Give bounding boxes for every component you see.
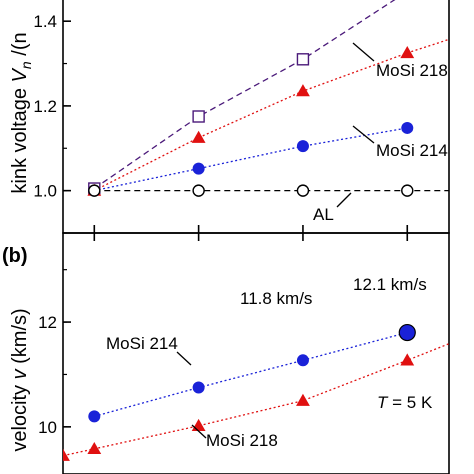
data-point-b-0-3 — [398, 323, 416, 342]
panel-a: 1.0 1.2 1.4 kink voltage Vn /(n MoSi 218 M… — [9, 0, 450, 234]
panel-a-y-axis-title-subscript: n — [18, 61, 34, 69]
series-group-b — [63, 323, 449, 461]
data-point-a-2-3 — [401, 121, 414, 134]
data-point-b-0-0 — [88, 410, 101, 423]
panel-b-axes — [62, 232, 450, 474]
panel-a-y-axis-title-rest: /(n — [9, 32, 31, 61]
panel-b-y-axis-title-symbol: v — [9, 368, 31, 379]
data-point-a-3-2 — [296, 184, 310, 197]
data-point-a-0-2 — [296, 53, 310, 66]
series-line-b-0 — [94, 331, 408, 417]
annotation-b-mosi-218: MoSi 218 — [206, 431, 278, 450]
annotation-b-mosi-214: MoSi 214 — [106, 334, 178, 353]
y-tick-label-b-1: 12 — [38, 313, 57, 332]
data-point-a-3-0 — [88, 184, 101, 197]
panel-b-series — [63, 323, 449, 461]
data-point-b-1-1 — [87, 441, 102, 455]
annotation-b-118: 11.8 km/s — [240, 289, 312, 308]
annotation-a-mosi-218: MoSi 218 — [376, 61, 448, 80]
y-tick-label-a-1: 1.2 — [33, 97, 57, 116]
data-point-a-2-2 — [296, 140, 309, 153]
data-point-a-1-3 — [400, 46, 415, 59]
data-point-b-0-1 — [192, 381, 205, 394]
data-point-a-1-2 — [296, 84, 310, 97]
series-group-a — [87, 0, 449, 197]
panel-a-y-axis-title-main: kink voltage — [9, 82, 31, 193]
plot-frame-b — [62, 232, 450, 474]
data-point-a-3-1 — [192, 184, 205, 197]
panel-a-y-ticks: 1.0 1.2 1.4 — [33, 12, 71, 234]
data-point-a-1-1 — [191, 130, 206, 143]
annotation-b-121: 12.1 km/s — [353, 275, 427, 294]
data-point-a-3-3 — [401, 184, 414, 197]
panel-a-y-axis-title: kink voltage Vn /(n — [9, 32, 34, 193]
y-tick-label-a-0: 1.0 — [33, 182, 57, 201]
annotation-b-temperature-symbol: T — [377, 393, 389, 412]
panel-b-y-axis-title-rest: (km/s) — [9, 308, 31, 369]
data-point-b-1-0 — [63, 448, 70, 461]
annotation-a-leaders — [336, 42, 375, 208]
panel-b-label: (b) — [2, 245, 28, 267]
panel-a-y-axis-title-symbol: V — [9, 67, 31, 82]
data-point-b-0-2 — [296, 354, 309, 367]
annotation-a-al: AL — [313, 205, 334, 224]
data-point-b-1-4 — [400, 353, 415, 366]
panel-b-y-ticks: 10 12 — [38, 269, 71, 437]
series-line-a-0 — [93, 0, 396, 190]
panel-b-y-axis-title-main: velocity — [9, 379, 31, 451]
annotation-b-temperature-rest: = 5 K — [387, 393, 433, 412]
data-point-a-2-1 — [192, 162, 205, 175]
annotation-b-temperature: T = 5 K — [377, 393, 433, 412]
y-tick-label-b-0: 10 — [38, 418, 57, 437]
panel-a-series — [87, 0, 449, 197]
annotation-b-leaders — [176, 351, 207, 439]
data-point-b-1-3 — [296, 393, 310, 406]
series-line-a-2 — [94, 127, 408, 192]
data-point-a-0-1 — [192, 110, 205, 123]
panel-b-y-axis-title: velocity v (km/s) — [9, 308, 31, 451]
y-tick-label-a-2: 1.4 — [33, 12, 57, 31]
annotation-a-mosi-214: MoSi 214 — [376, 141, 448, 160]
panel-b: 10 12 (b) velocity v (km/s) MoSi 214 MoSi… — [2, 232, 450, 474]
